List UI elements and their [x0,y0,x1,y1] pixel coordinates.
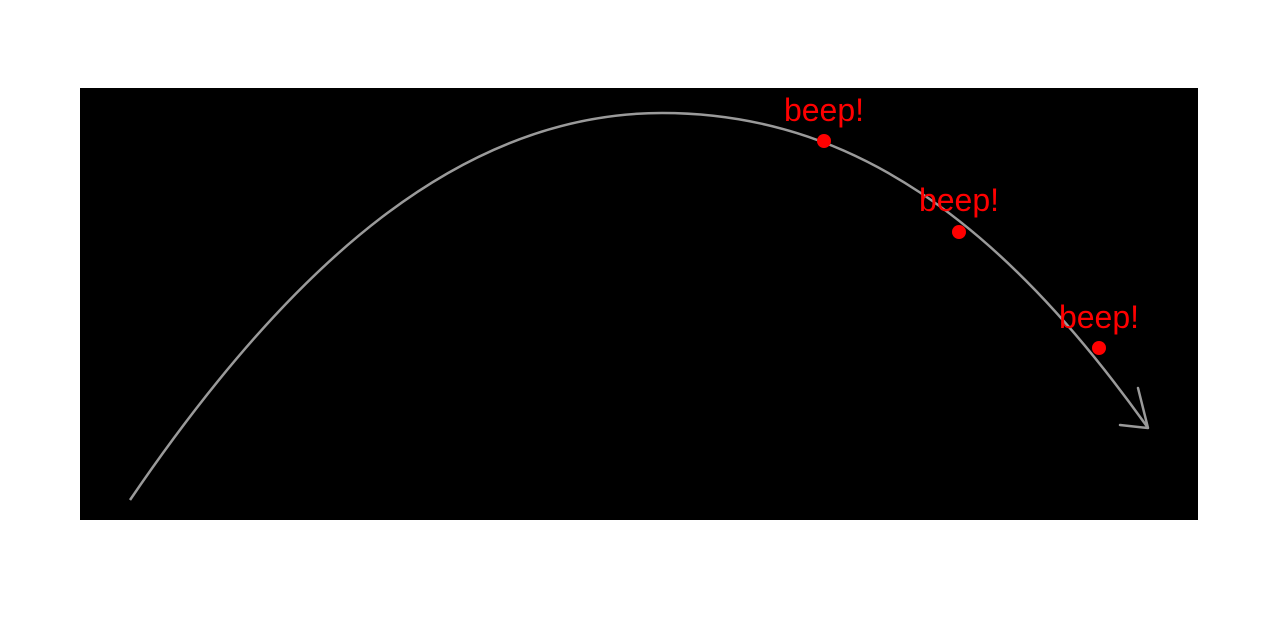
beep-marker-dot [817,134,831,148]
diagram-background-panel [80,88,1198,520]
beep-marker-dot [952,225,966,239]
beep-marker-label: beep! [919,182,999,218]
beep-marker-3: beep! [1059,299,1139,355]
beep-marker-1: beep! [784,92,864,148]
beep-marker-label: beep! [1059,299,1139,335]
beep-marker-label: beep! [784,92,864,128]
trajectory-curve [128,111,1150,501]
arrow-head-icon [1118,386,1150,430]
beep-marker-2: beep! [919,182,999,239]
beep-marker-dot [1092,341,1106,355]
